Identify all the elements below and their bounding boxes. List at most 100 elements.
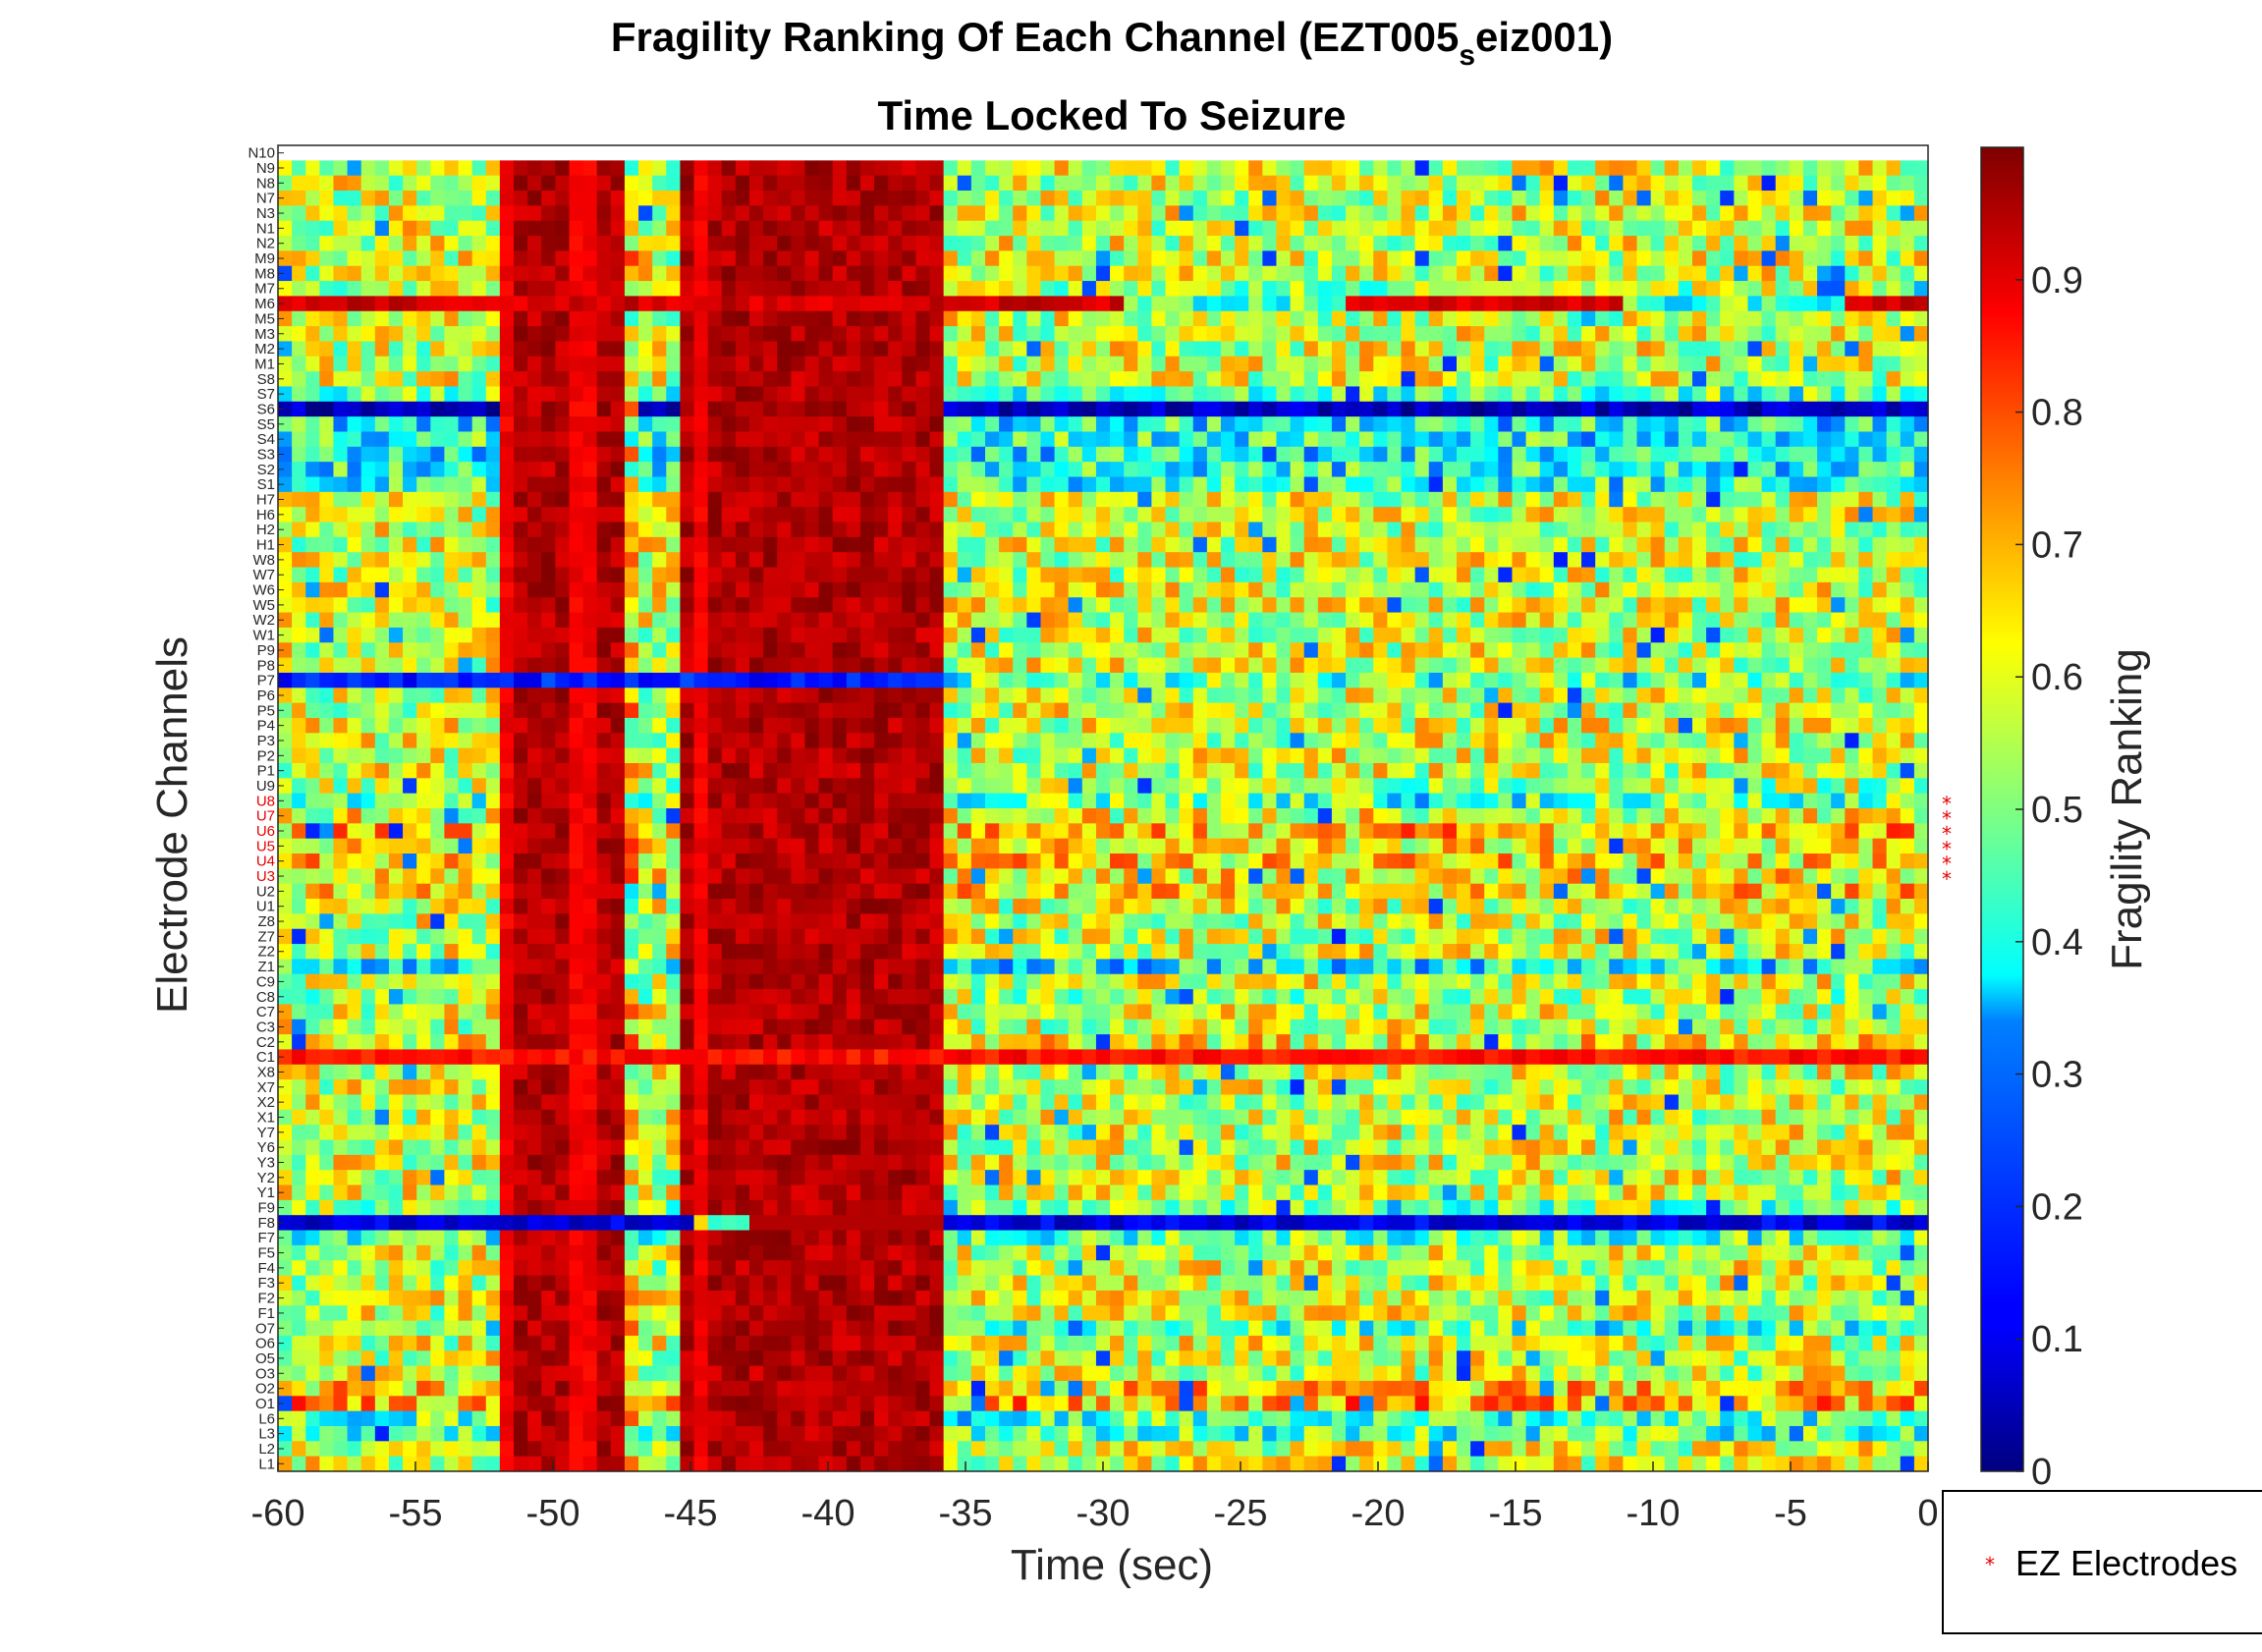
- heatmap-cell: [1095, 356, 1111, 372]
- heatmap-cell: [1553, 552, 1569, 569]
- heatmap-cell: [1525, 507, 1541, 523]
- heatmap-cell: [555, 191, 571, 206]
- heatmap-cell: [707, 536, 723, 553]
- heatmap-cell: [902, 431, 917, 448]
- heatmap-cell: [624, 265, 639, 282]
- heatmap-cell: [1428, 326, 1444, 343]
- heatmap-cell: [1775, 702, 1791, 719]
- heatmap-cell: [1276, 581, 1292, 598]
- heatmap-cell: [1026, 688, 1042, 704]
- heatmap-cell: [1470, 401, 1485, 417]
- heatmap-cell: [1636, 672, 1652, 688]
- heatmap-cell: [1567, 733, 1582, 749]
- heatmap-cell: [1206, 717, 1222, 734]
- heatmap-cell: [1013, 175, 1027, 192]
- heatmap-cell: [874, 642, 889, 659]
- heatmap-cell: [832, 657, 848, 674]
- heatmap-cell: [292, 205, 306, 222]
- heatmap-cell: [582, 341, 598, 358]
- heatmap-cell: [1678, 326, 1693, 343]
- heatmap-cell: [403, 326, 417, 343]
- heatmap-cell: [1636, 326, 1652, 343]
- heatmap-cell: [1817, 341, 1832, 358]
- heatmap-cell: [846, 160, 861, 177]
- heatmap-cell: [1678, 356, 1693, 372]
- heatmap-cell: [569, 416, 584, 433]
- heatmap-cell: [1858, 175, 1874, 192]
- heatmap-cell: [610, 507, 626, 523]
- heatmap-cell: [596, 281, 612, 298]
- heatmap-cell: [1734, 552, 1749, 569]
- heatmap-cell: [1913, 462, 1929, 478]
- heatmap-cell: [292, 250, 306, 267]
- heatmap-cell: [1401, 205, 1416, 222]
- heatmap-cell: [1845, 688, 1860, 704]
- heatmap-cell: [278, 356, 293, 372]
- heatmap-cell: [1387, 581, 1403, 598]
- heatmap-cell: [680, 296, 695, 312]
- heatmap-cell: [735, 191, 750, 206]
- heatmap-cell: [1095, 567, 1111, 583]
- heatmap-cell: [1331, 642, 1347, 659]
- heatmap-cell: [1206, 747, 1222, 764]
- heatmap-cell: [1678, 552, 1693, 569]
- heatmap-cell: [1137, 702, 1153, 719]
- heatmap-cell: [1124, 250, 1138, 267]
- heatmap-cell: [638, 688, 653, 704]
- heatmap-cell: [1317, 581, 1333, 598]
- heatmap-cell: [624, 717, 639, 734]
- heatmap-cell: [1262, 657, 1278, 674]
- heatmap-cell: [1137, 552, 1153, 569]
- heatmap-cell: [1581, 778, 1596, 795]
- heatmap-cell: [1290, 657, 1305, 674]
- heatmap-cell: [333, 762, 349, 779]
- heatmap-cell: [1900, 326, 1915, 343]
- heatmap-cell: [1720, 371, 1735, 388]
- heatmap-cell: [791, 567, 806, 583]
- heatmap-cell: [319, 416, 335, 433]
- heatmap-cell: [1137, 778, 1153, 795]
- heatmap-cell: [1387, 657, 1403, 674]
- heatmap-cell: [1595, 672, 1610, 688]
- heatmap-cell: [1498, 627, 1514, 643]
- heatmap-cell: [596, 326, 612, 343]
- heatmap-cell: [1317, 401, 1333, 417]
- heatmap-cell: [458, 717, 473, 734]
- heatmap-cell: [1387, 522, 1403, 538]
- heatmap-cell: [1262, 446, 1278, 463]
- heatmap-cell: [1387, 371, 1403, 388]
- heatmap-cell: [1290, 476, 1305, 493]
- heatmap-cell: [1525, 688, 1541, 704]
- heatmap-cell: [1081, 733, 1097, 749]
- heatmap-cell: [499, 431, 515, 448]
- heatmap-cell: [846, 627, 861, 643]
- heatmap-cell: [680, 507, 695, 523]
- heatmap-cell: [1235, 416, 1249, 433]
- heatmap-cell: [1401, 446, 1416, 463]
- heatmap-cell: [1110, 702, 1125, 719]
- heatmap-cell: [1872, 160, 1888, 177]
- heatmap-cell: [1095, 160, 1111, 177]
- heatmap-cell: [416, 250, 431, 267]
- heatmap-cell: [1623, 401, 1638, 417]
- heatmap-cell: [1567, 672, 1582, 688]
- heatmap-cell: [1650, 205, 1666, 222]
- heatmap-cell: [1845, 236, 1860, 251]
- heatmap-cell: [1151, 250, 1167, 267]
- heatmap-cell: [1609, 265, 1625, 282]
- heatmap-cell: [1775, 642, 1791, 659]
- heatmap-cell: [1858, 296, 1874, 312]
- heatmap-cell: [1068, 401, 1083, 417]
- heatmap-cell: [416, 265, 431, 282]
- heatmap-cell: [1206, 416, 1222, 433]
- heatmap-cell: [1692, 552, 1707, 569]
- heatmap-cell: [749, 462, 764, 478]
- heatmap-cell: [1013, 265, 1027, 282]
- heatmap-cell: [749, 491, 764, 508]
- heatmap-cell: [1331, 281, 1347, 298]
- heatmap-cell: [1567, 160, 1582, 177]
- heatmap-cell: [1595, 778, 1610, 795]
- heatmap-cell: [278, 265, 293, 282]
- heatmap-cell: [1303, 642, 1319, 659]
- heatmap-cell: [846, 642, 861, 659]
